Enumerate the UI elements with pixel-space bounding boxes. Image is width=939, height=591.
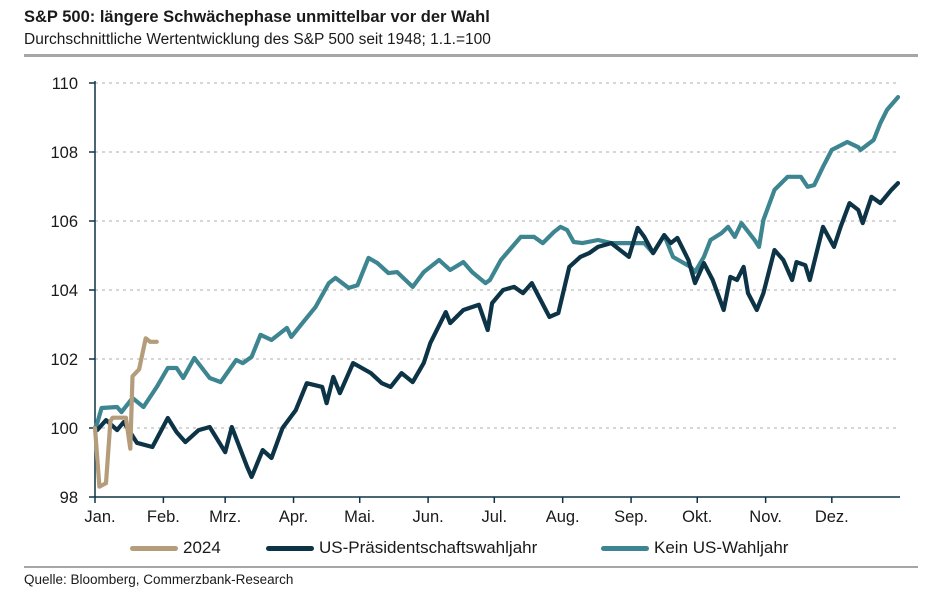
y-tick-label: 106 [50,213,78,231]
chart-title: S&P 500: längere Schwächephase unmittelb… [24,8,490,26]
legend-item-2024: 2024 [130,538,221,558]
x-tick-label: Sep. [614,508,648,526]
y-tick-label: 110 [52,75,78,93]
x-tick-label: Mrz. [209,508,241,526]
y-tick-label: 108 [50,144,78,162]
x-tick-label: Mai. [344,508,375,526]
legend-label: 2024 [183,538,221,557]
header-divider [24,54,918,57]
x-tick-label: Jan. [84,508,115,526]
series-line-2024 [92,336,159,489]
x-tick-label: Jun. [413,508,444,526]
x-tick-label: Jul. [481,508,507,526]
x-tick-label: Apr. [279,508,308,526]
series-line-us-pr-sidentschaftswahljahr [92,181,901,480]
y-tick-label: 102 [50,351,78,369]
legend-swatch [130,545,178,551]
legend-item-non-election-year: Kein US-Wahljahr [601,538,788,558]
x-tick-label: Aug. [546,508,580,526]
legend-swatch [266,545,314,551]
legend-item-election-year: US-Präsidentschaftswahljahr [266,538,537,558]
x-tick-label: Nov. [749,508,782,526]
x-tick-label: Okt. [682,508,712,526]
y-tick-label: 100 [50,420,78,438]
y-tick-label: 104 [50,282,78,300]
legend-label: US-Präsidentschaftswahljahr [319,538,538,557]
legend-label: Kein US-Wahljahr [654,538,789,557]
chart-subtitle: Durchschnittliche Wertentwicklung des S&… [24,31,491,48]
y-tick-label: 98 [60,489,78,507]
series-line-kein-us-wahljahr [92,95,901,431]
footer-divider [24,566,918,568]
source-note: Quelle: Bloomberg, Commerzbank-Research [24,572,294,587]
legend-swatch [601,545,649,551]
x-tick-label: Dez. [815,508,849,526]
x-tick-label: Feb. [147,508,180,526]
